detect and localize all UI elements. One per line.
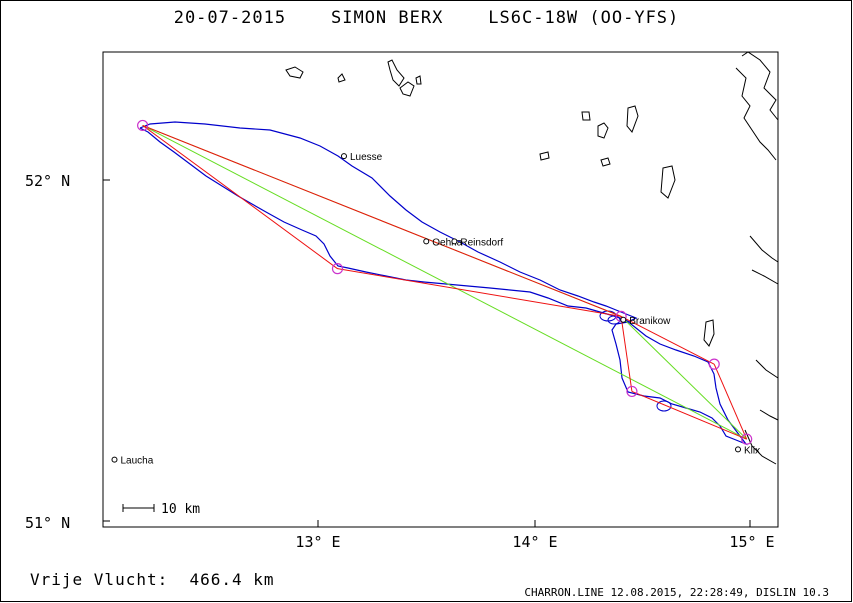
flight-title: 20-07-2015 SIMON BERX LS6C-18W (OO-YFS) bbox=[173, 8, 680, 28]
turnpoint-marker bbox=[708, 358, 720, 370]
task-route bbox=[142, 124, 748, 440]
place-dot bbox=[340, 153, 347, 160]
fai-triangle bbox=[142, 124, 748, 440]
task-leg bbox=[620, 315, 715, 365]
turnpoint-marker bbox=[137, 119, 149, 132]
lon-label-13: 13° E bbox=[295, 533, 340, 551]
place-dot bbox=[735, 446, 742, 453]
flight-track bbox=[139, 121, 748, 446]
place-label: Reinsdorf bbox=[460, 237, 503, 248]
task-leg bbox=[620, 316, 633, 392]
scale-bar-label: 10 km bbox=[161, 502, 200, 517]
place-label: Branikow bbox=[629, 316, 671, 327]
axis-ticks bbox=[103, 179, 751, 527]
task-leg bbox=[142, 125, 338, 270]
water-outlines bbox=[285, 51, 779, 465]
place-dot bbox=[111, 456, 118, 463]
fai-leg bbox=[142, 124, 747, 440]
lon-label-14: 14° E bbox=[512, 533, 557, 551]
place-dot bbox=[451, 238, 458, 245]
turnpoint-marker bbox=[741, 433, 753, 445]
fai-leg bbox=[620, 316, 748, 440]
lat-label-51: 51° N bbox=[25, 514, 70, 532]
free-flight-distance: Vrije Vlucht: 466.4 km bbox=[30, 570, 275, 589]
place-label: Laucha bbox=[120, 456, 153, 467]
turnpoint-marker bbox=[626, 385, 638, 398]
task-leg bbox=[713, 363, 748, 440]
place-label: Klix bbox=[744, 445, 760, 456]
place-label: Oehna bbox=[432, 237, 462, 248]
software-credit: CHARRON.LINE 12.08.2015, 22:28:49, DISLI… bbox=[524, 586, 829, 599]
map-border bbox=[102, 51, 779, 528]
task-leg bbox=[631, 390, 747, 440]
turnpoint-marker bbox=[331, 263, 344, 275]
task-leg bbox=[337, 268, 622, 317]
lon-label-15: 15° E bbox=[729, 533, 774, 551]
scale-bar: 10 km bbox=[122, 502, 200, 517]
place-dot bbox=[423, 238, 430, 245]
place-label: Luesse bbox=[350, 152, 383, 163]
lat-label-52: 52° N bbox=[25, 172, 70, 190]
task-leg bbox=[142, 124, 622, 317]
place-dot bbox=[620, 316, 627, 323]
